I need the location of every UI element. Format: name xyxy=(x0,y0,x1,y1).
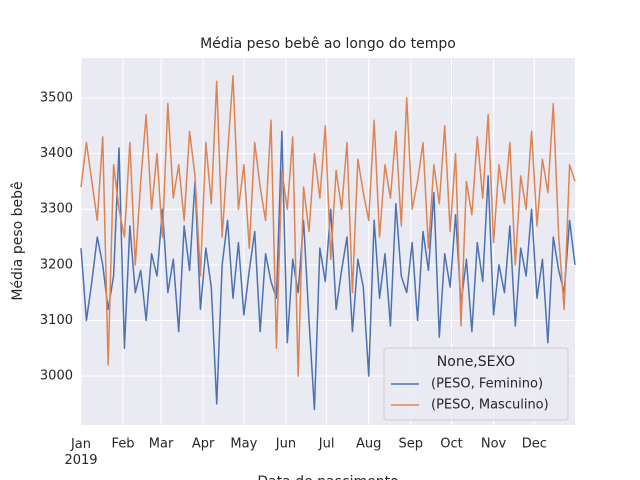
x-tick-label: Jun xyxy=(275,437,296,452)
x-tick-label: Dec xyxy=(522,437,547,452)
x-axis-label: Data de nascimento xyxy=(257,474,398,480)
y-tick-label: 3000 xyxy=(40,369,73,384)
y-tick-label: 3300 xyxy=(40,202,73,217)
y-tick-label: 3100 xyxy=(40,313,73,328)
y-tick-label: 3200 xyxy=(40,257,73,272)
x-tick-label: Mar xyxy=(149,437,174,452)
legend-label: (PESO, Masculino) xyxy=(431,398,549,413)
x-tick-label: Jan 2019 xyxy=(64,437,97,468)
legend-label: (PESO, Feminino) xyxy=(431,377,543,392)
legend-box xyxy=(383,347,569,421)
x-tick-label: Feb xyxy=(112,437,135,452)
lines xyxy=(80,75,576,411)
x-tick-label: Sep xyxy=(399,437,424,452)
y-tick-label: 3400 xyxy=(40,146,73,161)
x-tick-label: Aug xyxy=(356,437,381,452)
x-tick-label: Oct xyxy=(440,437,462,452)
y-axis-label: Média peso bebê xyxy=(10,181,26,300)
legend-title: None,SEXO xyxy=(437,354,515,370)
x-tick-label: Nov xyxy=(481,437,507,452)
chart-title: Média peso bebê ao longo do tempo xyxy=(200,36,456,52)
grid xyxy=(80,58,575,425)
legend: None,SEXO (PESO, Feminino) (PESO, Masculi… xyxy=(383,347,569,421)
x-tick-label: Apr xyxy=(192,437,215,452)
x-tick-label: Jul xyxy=(318,437,335,452)
x-tick-label: May xyxy=(230,437,257,452)
y-tick-label: 3500 xyxy=(40,91,73,106)
line-series xyxy=(80,75,576,377)
